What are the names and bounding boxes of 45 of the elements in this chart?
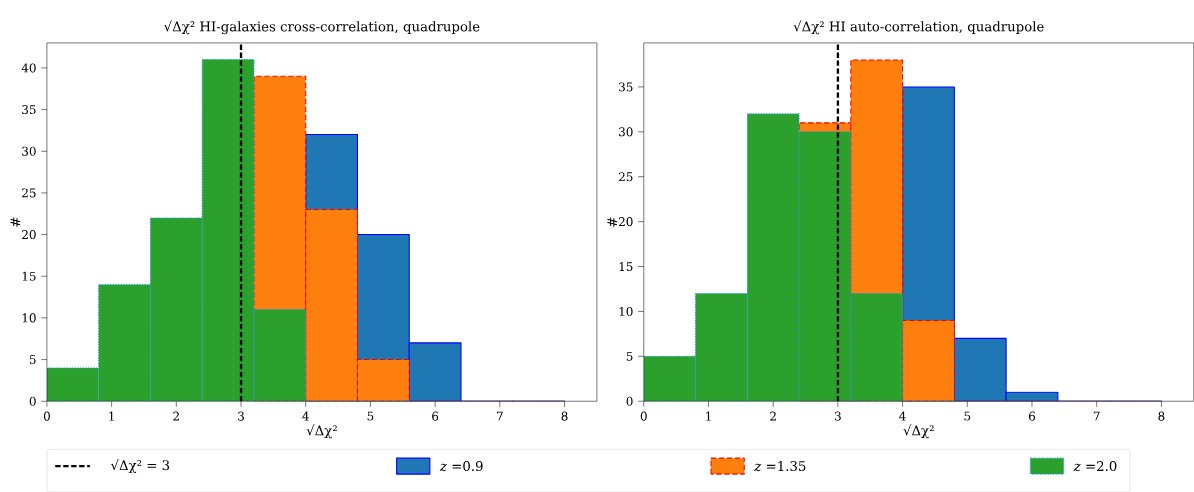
x-axis-title: √Δχ² <box>306 424 337 439</box>
y-tick-label: 10 <box>619 306 633 316</box>
x-tick-label: 8 <box>561 411 568 421</box>
legend-label: z =0.9 <box>439 460 483 472</box>
legend-label: √Δχ² = 3 <box>110 459 170 473</box>
y-tick-label: 35 <box>22 104 36 114</box>
x-tick-label: 1 <box>109 411 114 421</box>
x-tick-label: 4 <box>899 411 906 421</box>
y-tick-label: 5 <box>29 354 36 364</box>
y-axis-title: # <box>10 217 21 227</box>
y-tick-label: 30 <box>619 127 633 137</box>
y-tick-label: 0 <box>29 396 36 406</box>
y-tick-label: 25 <box>618 172 633 182</box>
x-tick-label: 7 <box>497 411 503 421</box>
x-tick-label: 2 <box>770 411 776 421</box>
x-tick-label: 0 <box>43 411 50 421</box>
y-tick-label: 25 <box>22 188 36 198</box>
y-tick-label: 5 <box>626 351 633 361</box>
y-tick-label: 35 <box>619 82 633 92</box>
y-tick-label: 20 <box>22 229 36 239</box>
x-tick-label: 5 <box>964 411 971 421</box>
x-tick-label: 3 <box>834 411 841 421</box>
chart-title: √Δχ² HI auto-correlation, quadrupole <box>793 20 1044 35</box>
y-tick-label: 20 <box>618 216 633 226</box>
x-tick-label: 8 <box>1158 411 1165 421</box>
x-tick-label: 3 <box>238 411 244 421</box>
y-tick-label: 40 <box>21 63 36 73</box>
x-tick-label: 5 <box>367 411 374 421</box>
chart-title: √Δχ² HI-galaxies cross-correlation, quadrupole <box>164 20 480 35</box>
legend-label: z =1.35 <box>754 460 806 472</box>
x-tick-label: 4 <box>302 411 309 421</box>
y-tick-label: 10 <box>22 313 36 323</box>
x-tick-label: 6 <box>432 411 439 421</box>
x-tick-label: 1 <box>706 411 711 421</box>
y-tick-label: 30 <box>22 146 36 156</box>
x-tick-label: 0 <box>640 411 647 421</box>
legend-label: z =2.0 <box>1073 460 1117 472</box>
y-axis-title: # <box>607 217 618 227</box>
y-tick-label: 15 <box>22 271 36 281</box>
y-tick-label: 15 <box>619 261 633 271</box>
x-tick-label: 6 <box>1028 411 1036 421</box>
x-tick-label: 7 <box>1093 411 1100 421</box>
y-tick-label: 0 <box>626 396 633 406</box>
x-tick-label: 2 <box>173 411 179 421</box>
x-axis-title: √Δχ² <box>903 424 934 439</box>
